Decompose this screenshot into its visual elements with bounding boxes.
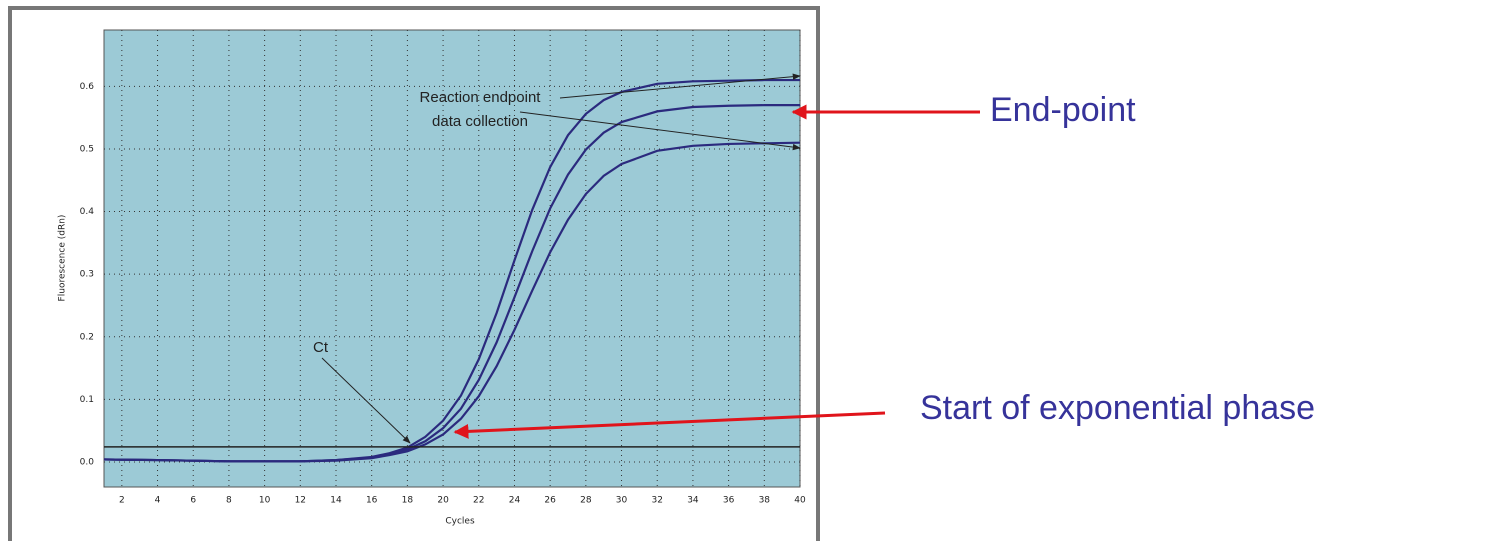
y-tick-label: 0.4 bbox=[80, 207, 95, 217]
arrow bbox=[559, 73, 801, 99]
callout: Start of exponential phase bbox=[920, 389, 1315, 427]
x-tick-label: 32 bbox=[652, 496, 663, 506]
arrow bbox=[519, 111, 801, 151]
x-tick-label: 8 bbox=[226, 496, 232, 506]
callout: End-point bbox=[990, 91, 1136, 129]
y-axis-label: Fluorescence (dRn) bbox=[58, 215, 68, 302]
y-tick-label: 0.3 bbox=[80, 270, 94, 280]
x-tick-label: 26 bbox=[544, 496, 556, 506]
x-axis-label: Cycles bbox=[445, 517, 475, 527]
plot-area bbox=[103, 29, 801, 488]
curve bbox=[103, 141, 801, 463]
x-tick-label: 18 bbox=[402, 496, 414, 506]
y-tick-label: 0.2 bbox=[80, 332, 94, 342]
x-tick-label: 16 bbox=[366, 496, 378, 506]
callout-arrow bbox=[453, 411, 886, 439]
x-tick-label: 14 bbox=[330, 496, 342, 506]
y-tick-label: 0.6 bbox=[80, 82, 95, 92]
x-tick-label: 22 bbox=[473, 496, 484, 506]
x-tick-label: 24 bbox=[509, 496, 521, 506]
arrow bbox=[321, 357, 411, 444]
x-tick-label: 38 bbox=[759, 496, 771, 506]
x-tick-label: 10 bbox=[259, 496, 271, 506]
x-tick-label: 12 bbox=[295, 496, 306, 506]
y-tick-label: 0.1 bbox=[80, 395, 94, 405]
x-tick-label: 2 bbox=[119, 496, 125, 506]
x-tick-label: 28 bbox=[580, 496, 592, 506]
x-tick-label: 40 bbox=[794, 496, 806, 506]
x-tick-label: 36 bbox=[723, 496, 735, 506]
y-tick-label: 0.0 bbox=[80, 457, 95, 467]
x-tick-label: 6 bbox=[190, 496, 196, 506]
y-tick-label: 0.5 bbox=[80, 144, 94, 154]
x-tick-label: 34 bbox=[687, 496, 699, 506]
x-tick-label: 20 bbox=[437, 496, 449, 506]
annotation: Reaction endpoint bbox=[420, 89, 542, 106]
frame bbox=[8, 6, 820, 541]
x-tick-label: 30 bbox=[616, 496, 628, 506]
annotation: Ct bbox=[313, 339, 329, 356]
annotation: data collection bbox=[432, 113, 528, 130]
x-tick-label: 4 bbox=[155, 496, 161, 506]
